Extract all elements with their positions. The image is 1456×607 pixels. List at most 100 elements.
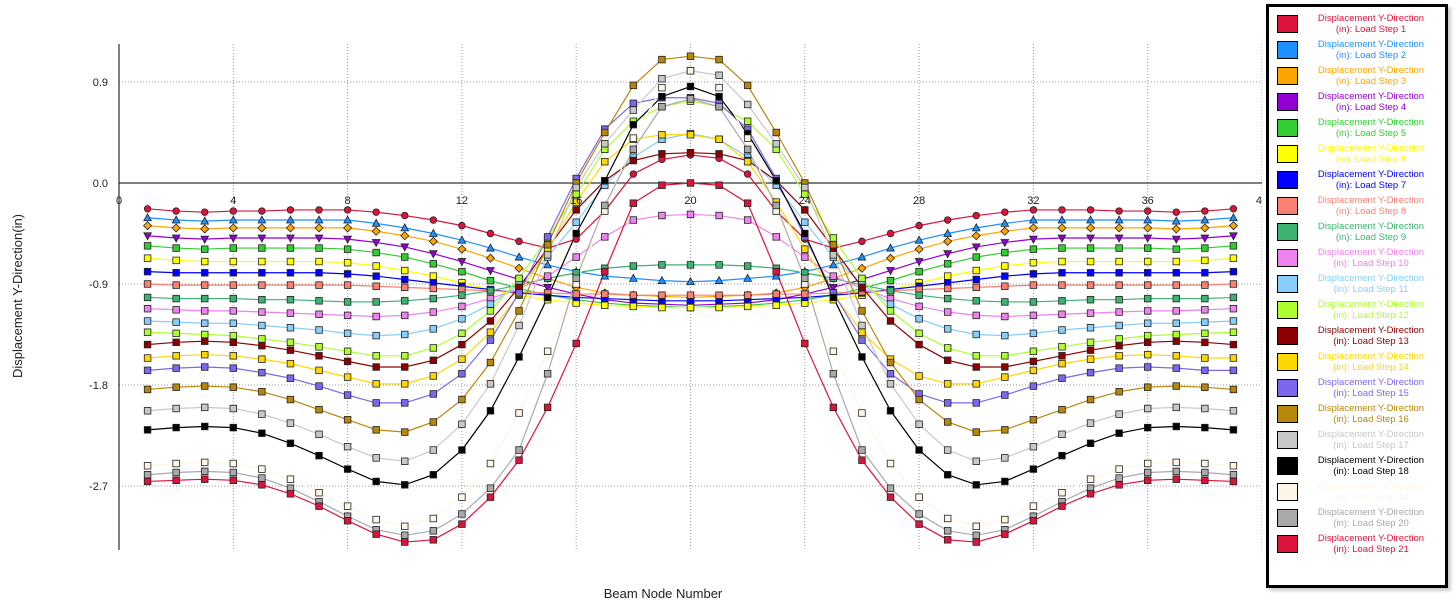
data-point-s5 bbox=[972, 253, 980, 261]
data-point-s10 bbox=[772, 233, 780, 241]
data-point-s1 bbox=[1029, 206, 1038, 214]
data-point-s17 bbox=[629, 106, 638, 114]
data-point-s3 bbox=[457, 244, 467, 254]
legend-swatch bbox=[1277, 171, 1298, 189]
data-point-s10 bbox=[315, 310, 323, 318]
data-point-s15 bbox=[515, 289, 523, 297]
data-point-s9 bbox=[343, 298, 352, 306]
data-point-s8 bbox=[1229, 280, 1238, 288]
data-point-s5 bbox=[343, 245, 352, 253]
data-point-s7 bbox=[1001, 272, 1009, 280]
data-point-s12 bbox=[1001, 352, 1009, 360]
data-point-s15 bbox=[201, 363, 209, 371]
data-point-s12 bbox=[458, 329, 466, 338]
data-point-s11 bbox=[229, 319, 237, 327]
data-point-s12 bbox=[1115, 335, 1123, 343]
data-point-s13 bbox=[858, 283, 866, 292]
data-point-s8 bbox=[1201, 281, 1209, 289]
data-point-s15 bbox=[429, 390, 438, 398]
data-point-s10 bbox=[601, 233, 609, 241]
data-point-s19 bbox=[972, 522, 980, 531]
data-point-s17 bbox=[1201, 404, 1209, 413]
data-point-s2 bbox=[371, 218, 381, 227]
data-point-s2 bbox=[828, 260, 838, 269]
data-point-s10 bbox=[201, 307, 209, 315]
data-point-s16 bbox=[143, 385, 152, 394]
data-point-s19 bbox=[1058, 488, 1066, 497]
data-point-s14 bbox=[143, 354, 152, 362]
data-point-s1 bbox=[1172, 208, 1180, 216]
data-point-s11 bbox=[1115, 321, 1123, 330]
data-point-s12 bbox=[429, 344, 438, 352]
data-point-s11 bbox=[458, 315, 466, 323]
data-point-s21 bbox=[1201, 476, 1209, 485]
data-point-s16 bbox=[743, 81, 752, 90]
data-point-s13 bbox=[915, 340, 923, 349]
data-point-s11 bbox=[1144, 319, 1152, 327]
data-point-s21 bbox=[658, 181, 666, 189]
data-point-s14 bbox=[743, 157, 752, 166]
data-point-s15 bbox=[372, 399, 380, 407]
data-point-s20 bbox=[715, 103, 723, 111]
data-point-s7 bbox=[1201, 269, 1209, 277]
data-point-s18 bbox=[1115, 429, 1123, 437]
data-point-s2 bbox=[886, 243, 895, 252]
data-point-s12 bbox=[1229, 328, 1238, 336]
data-point-s18 bbox=[258, 429, 266, 437]
data-point-s21 bbox=[372, 530, 380, 538]
data-point-s17 bbox=[372, 454, 380, 462]
data-point-s8 bbox=[572, 290, 580, 298]
legend-swatch bbox=[1277, 249, 1298, 267]
data-point-s15 bbox=[343, 391, 352, 399]
data-point-s9 bbox=[1086, 295, 1095, 304]
data-point-s13 bbox=[172, 338, 180, 347]
data-point-s14 bbox=[1001, 373, 1009, 381]
data-point-s20 bbox=[172, 468, 180, 477]
legend-label: Displacement Y-Direction (in): Load Step … bbox=[1317, 169, 1425, 191]
data-point-s4 bbox=[1086, 234, 1096, 243]
data-point-s20 bbox=[658, 103, 666, 111]
data-point-s8 bbox=[372, 282, 380, 290]
data-point-s16 bbox=[286, 395, 295, 404]
data-point-s21 bbox=[543, 403, 552, 412]
data-point-s1 bbox=[1229, 205, 1238, 213]
data-point-s20 bbox=[1172, 467, 1180, 476]
data-point-s5 bbox=[1115, 244, 1123, 252]
data-point-s10 bbox=[1229, 304, 1238, 313]
data-point-s11 bbox=[572, 218, 580, 226]
data-point-s16 bbox=[686, 52, 695, 60]
data-point-s17 bbox=[429, 446, 438, 454]
data-point-s8 bbox=[401, 283, 409, 292]
legend-label: Displacement Y-Direction (in): Load Step … bbox=[1317, 299, 1425, 321]
data-point-s16 bbox=[543, 241, 552, 249]
data-point-s19 bbox=[1029, 502, 1038, 510]
x-tick-label: 32 bbox=[1027, 195, 1039, 207]
data-point-s12 bbox=[372, 352, 380, 360]
data-point-s3 bbox=[1228, 221, 1238, 231]
data-point-s8 bbox=[1172, 281, 1180, 289]
x-tick-label: 36 bbox=[1142, 195, 1154, 207]
data-point-s16 bbox=[458, 395, 466, 404]
legend-swatch bbox=[1277, 145, 1298, 163]
data-point-s9 bbox=[229, 294, 237, 303]
data-point-s20 bbox=[743, 145, 752, 154]
data-point-s9 bbox=[972, 297, 980, 305]
data-point-s8 bbox=[943, 284, 952, 293]
data-point-s6 bbox=[143, 254, 152, 262]
data-point-s5 bbox=[315, 244, 323, 252]
legend-label: Displacement Y-Direction (in): Load Step … bbox=[1317, 39, 1425, 61]
data-point-s13 bbox=[372, 363, 380, 371]
data-point-s9 bbox=[1001, 298, 1009, 306]
y-tick-label: -1.8 bbox=[89, 380, 108, 392]
data-point-s15 bbox=[943, 399, 952, 407]
data-point-s8 bbox=[315, 281, 323, 289]
data-point-s9 bbox=[315, 297, 323, 305]
data-point-s11 bbox=[943, 325, 952, 333]
data-point-s5 bbox=[1172, 245, 1180, 253]
data-point-s9 bbox=[1172, 294, 1180, 303]
data-point-s2 bbox=[143, 212, 153, 222]
data-point-s8 bbox=[601, 290, 609, 298]
data-point-s19 bbox=[458, 493, 466, 501]
data-point-s2 bbox=[686, 276, 695, 286]
data-point-s21 bbox=[1058, 502, 1066, 510]
